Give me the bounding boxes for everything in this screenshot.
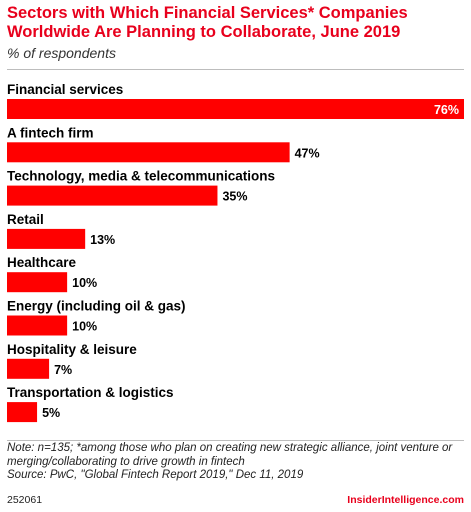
category-label: Hospitality & leisure <box>7 342 137 357</box>
bar <box>7 272 68 293</box>
value-label: 7% <box>54 363 72 377</box>
category-label: Financial services <box>7 82 123 97</box>
chart-title: Sectors with Which Financial Services* C… <box>7 4 408 41</box>
bar-chart: Financial services 76% A fintech firm 47% Te… <box>7 82 464 423</box>
value-label: 47% <box>295 146 320 160</box>
bar <box>7 228 86 249</box>
chart-id: 252061 <box>7 494 43 506</box>
category-label: A fintech firm <box>7 125 94 140</box>
bar <box>7 315 68 336</box>
value-label: 35% <box>222 190 247 204</box>
value-label: 5% <box>42 406 60 420</box>
category-label: Energy (including oil & gas) <box>7 299 186 314</box>
brand-logo-text: InsiderIntelligence.com <box>347 494 464 506</box>
bar <box>7 142 290 163</box>
bar <box>7 99 464 119</box>
chart-notes: Note: n=135; *among those who plan on cr… <box>7 442 462 483</box>
value-label: 76% <box>434 103 459 117</box>
value-label: 13% <box>90 233 115 247</box>
bar <box>7 402 38 423</box>
chart-subtitle: % of respondents <box>7 45 116 61</box>
value-label: 10% <box>72 276 97 290</box>
bar <box>7 185 218 206</box>
source-text: Source: PwC, "Global Fintech Report 2019… <box>7 469 304 481</box>
bar <box>7 358 50 379</box>
category-label: Retail <box>7 212 44 227</box>
value-label: 10% <box>72 320 97 334</box>
top-divider <box>7 69 464 70</box>
category-label: Healthcare <box>7 255 77 270</box>
bottom-divider <box>7 440 464 441</box>
category-label: Technology, media & telecommunications <box>7 169 275 184</box>
note-text: Note: n=135; *among those who plan on cr… <box>7 442 453 468</box>
category-label: Transportation & logistics <box>7 385 174 400</box>
